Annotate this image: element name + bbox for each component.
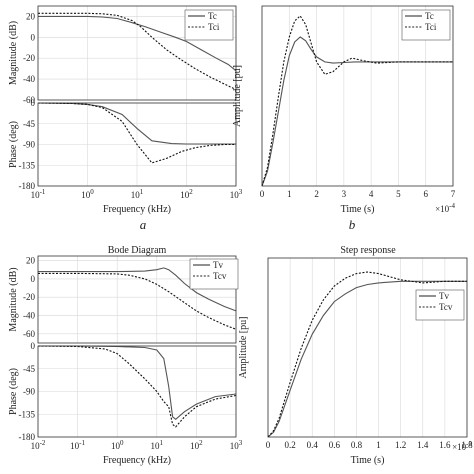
step-d-xscale-note: ×10-3 <box>452 440 472 452</box>
bode-a-legend-label-Tc: Tc <box>208 11 217 21</box>
step-b-legend-label-Tc: Tc <box>425 11 434 21</box>
step-b-xlabel: Time (s) <box>341 204 375 215</box>
bode-a-phase-ytick-3: -45 <box>23 119 35 129</box>
bode-c-xtick-0: 10-2 <box>31 439 46 451</box>
step-d-xtick-0: 0 <box>266 440 271 450</box>
step-b-xtick-4: 4 <box>369 189 374 199</box>
bode-a-mag-ylabel: Magnitude (dB) <box>8 21 19 85</box>
step-b-xtick-6: 6 <box>423 189 428 199</box>
step-d-xtick-4: 0.8 <box>351 440 363 450</box>
bode-c-xtick-2: 100 <box>111 439 124 451</box>
bode-a-mag-ytick-2: -20 <box>23 53 35 63</box>
step-d-legend-label-Tv: Tv <box>439 291 449 301</box>
step-d-xlabel: Time (s) <box>351 455 385 466</box>
bode-c-xtick-3: 101 <box>151 439 164 451</box>
bode-c-mag-ytick-1: -40 <box>23 311 35 321</box>
bode-a-mag-ytick-4: 20 <box>26 11 36 21</box>
bode-a-xlabel: Frequency (kHz) <box>103 204 171 215</box>
step-d-xtick-5: 1 <box>376 440 381 450</box>
bode-c-legend-label-Tcv: Tcv <box>213 271 227 281</box>
bode-c-xtick-4: 102 <box>190 439 203 451</box>
step-d-legend-box <box>415 289 465 321</box>
step-b-xscale-note: ×10-4 <box>435 202 455 214</box>
bode-a-mag-series-Tc <box>38 15 237 72</box>
step-b-frame <box>261 5 454 187</box>
step-b-xtick-7: 7 <box>451 189 456 199</box>
bode-a-legend-box <box>184 9 234 41</box>
bode-a-mag-frame <box>37 5 237 101</box>
caption-a: a <box>140 217 147 232</box>
bode-a-mag-ytick-3: 0 <box>31 32 36 42</box>
step-b-xtick-0: 0 <box>260 189 265 199</box>
step-d-xtick-9: 1.8 <box>461 440 473 450</box>
bode-a-phase-ytick-1: -135 <box>19 160 36 170</box>
step-d-xtick-8: 1.6 <box>439 440 451 450</box>
bode-c-phase-ytick-2: -90 <box>23 387 35 397</box>
bode-a-xtick-1: 100 <box>81 188 94 200</box>
bode-a-legend-label-Tci: Tci <box>208 22 220 32</box>
step-b-ylabel: Amplitude [pu] <box>232 65 243 127</box>
caption-b: b <box>349 217 356 232</box>
step-d-xtick-7: 1.4 <box>417 440 429 450</box>
bode-a-phase-ytick-2: -90 <box>23 140 35 150</box>
step-d-xtick-1: 0.2 <box>284 440 295 450</box>
bode-a-xtick-0: 10-1 <box>31 188 46 200</box>
bode-c-phase-ytick-0: -180 <box>19 432 36 442</box>
step-b-xtick-2: 2 <box>314 189 319 199</box>
bode-a-mag-series-Tci <box>38 12 237 91</box>
bode-c-legend-label-Tv: Tv <box>213 260 223 270</box>
bode-a-phase-ytick-4: 0 <box>31 98 36 108</box>
step-d-plot-area <box>268 258 467 437</box>
bode-c-mag-ytick-3: 0 <box>31 274 36 284</box>
bode-a-phase-ytick-0: -180 <box>19 181 36 191</box>
bode-c-mag-series-Tcv <box>38 272 237 330</box>
step-d-frame <box>267 257 468 438</box>
step-d-panel: Amplitude [pu] <box>238 257 468 438</box>
bode-c-xtick-5: 103 <box>230 439 243 451</box>
bode-c-mag-series-Tv <box>38 267 237 312</box>
step-b-legend-label-Tci: Tci <box>425 22 437 32</box>
bode-c-title: Bode Diagram <box>108 245 167 256</box>
bode-a-phase-frame <box>37 102 237 187</box>
bode-a-xtick-2: 101 <box>131 188 144 200</box>
step-d-ylabel: Amplitude [pu] <box>238 317 249 379</box>
bode-c-mag-frame <box>37 255 237 344</box>
step-d-xtick-3: 0.6 <box>329 440 341 450</box>
step-b-xtick-1: 1 <box>287 189 292 199</box>
bode-a-xtick-3: 102 <box>180 188 193 200</box>
bode-a-xtick-4: 103 <box>230 188 243 200</box>
bode-c-phase-series-Tv <box>38 345 237 421</box>
bode-c-mag-ytick-4: 20 <box>26 256 36 266</box>
bode-c-phase-ylabel: Phase (deg) <box>8 368 19 415</box>
step-d-title: Step response <box>340 245 396 256</box>
bode-c-mag-ytick-0: -60 <box>23 329 35 339</box>
bode-c-phase-ytick-4: 0 <box>31 341 36 351</box>
step-b-xtick-3: 3 <box>342 189 347 199</box>
bode-c-phase-frame <box>37 345 237 438</box>
bode-c-phase-ytick-3: -45 <box>23 364 35 374</box>
bode-c-legend-box <box>189 258 239 290</box>
step-d-legend-label-Tcv: Tcv <box>439 302 453 312</box>
bode-c-phase-panel: -180 -135 -90 -45 0 Phase (deg) <box>8 341 237 442</box>
bode-a-mag-ytick-1: -40 <box>23 74 35 84</box>
step-d-xtick-6: 1.2 <box>395 440 406 450</box>
bode-c-xtick-1: 10-1 <box>70 439 85 451</box>
bode-a-phase-panel: -180 -135 -90 -45 0 Phase (deg) <box>8 98 237 191</box>
bode-c-phase-ytick-1: -135 <box>19 409 36 419</box>
bode-a-mag-ytick-0: -60 <box>23 95 35 105</box>
bode-c-mag-ylabel: Magnitude (dB) <box>8 267 19 331</box>
bode-c-xlabel: Frequency (kHz) <box>103 455 171 466</box>
bode-a-phase-ylabel: Phase (deg) <box>8 121 19 168</box>
step-d-xtick-2: 0.4 <box>307 440 319 450</box>
step-d-series-Tcv <box>267 271 467 438</box>
step-b-legend-box <box>401 9 451 41</box>
bode-c-mag-ytick-2: -20 <box>23 292 35 302</box>
step-b-xtick-5: 5 <box>396 189 401 199</box>
